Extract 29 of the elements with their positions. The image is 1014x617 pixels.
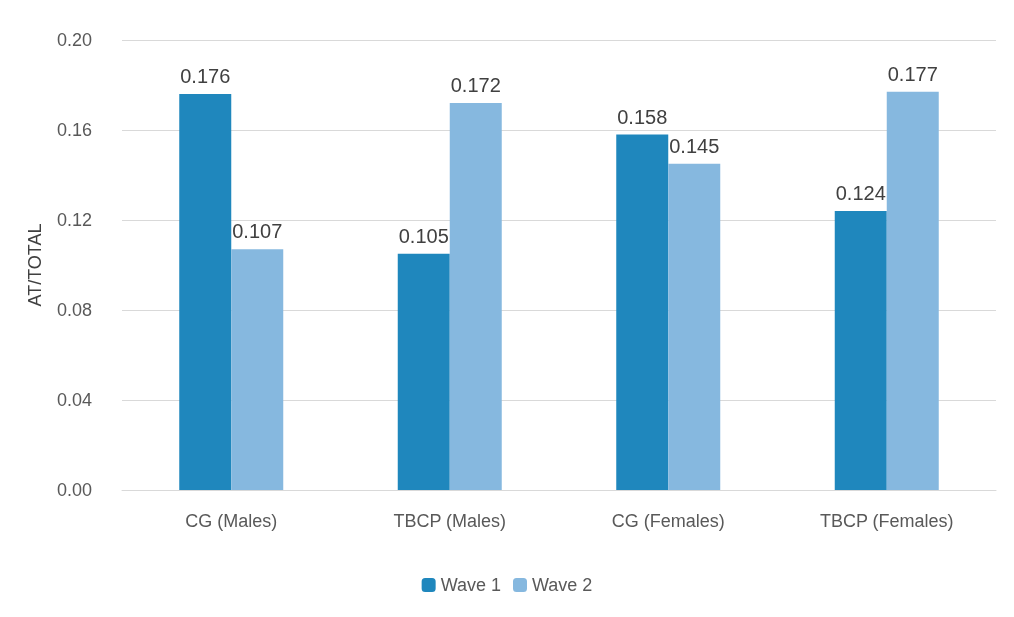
data-label: 0.172 <box>450 74 501 96</box>
x-tick-label: CG (Males) <box>185 511 278 531</box>
y-tick-label: 0.20 <box>56 30 92 50</box>
data-label: 0.158 <box>617 105 668 128</box>
data-label: 0.177 <box>887 62 938 85</box>
x-tick-label: TBCP (Males) <box>393 511 507 531</box>
y-tick-label: 0.00 <box>56 480 92 500</box>
x-tick-label: CG (Females) <box>611 511 725 531</box>
bar <box>616 134 669 490</box>
bar <box>668 163 721 490</box>
data-label: 0.105 <box>398 224 449 247</box>
bar <box>397 253 450 490</box>
bar <box>834 211 887 490</box>
x-tick-label: TBCP (Females) <box>819 511 954 531</box>
data-label: 0.176 <box>180 65 231 87</box>
y-tick-label: 0.12 <box>56 210 92 230</box>
y-tick-label: 0.04 <box>56 390 92 410</box>
bar <box>449 103 502 490</box>
legend-label: Wave 2 <box>532 575 593 595</box>
bar <box>179 94 232 490</box>
data-label: 0.124 <box>835 182 886 204</box>
data-label: 0.107 <box>232 220 283 243</box>
y-tick-label: 0.16 <box>56 120 92 140</box>
bar <box>886 91 939 490</box>
y-tick-label: 0.08 <box>56 300 92 320</box>
bar <box>231 249 284 490</box>
data-label: 0.145 <box>669 134 720 157</box>
legend-label: Wave 1 <box>440 575 501 595</box>
y-axis-title: AT/TOTAL <box>25 223 45 307</box>
